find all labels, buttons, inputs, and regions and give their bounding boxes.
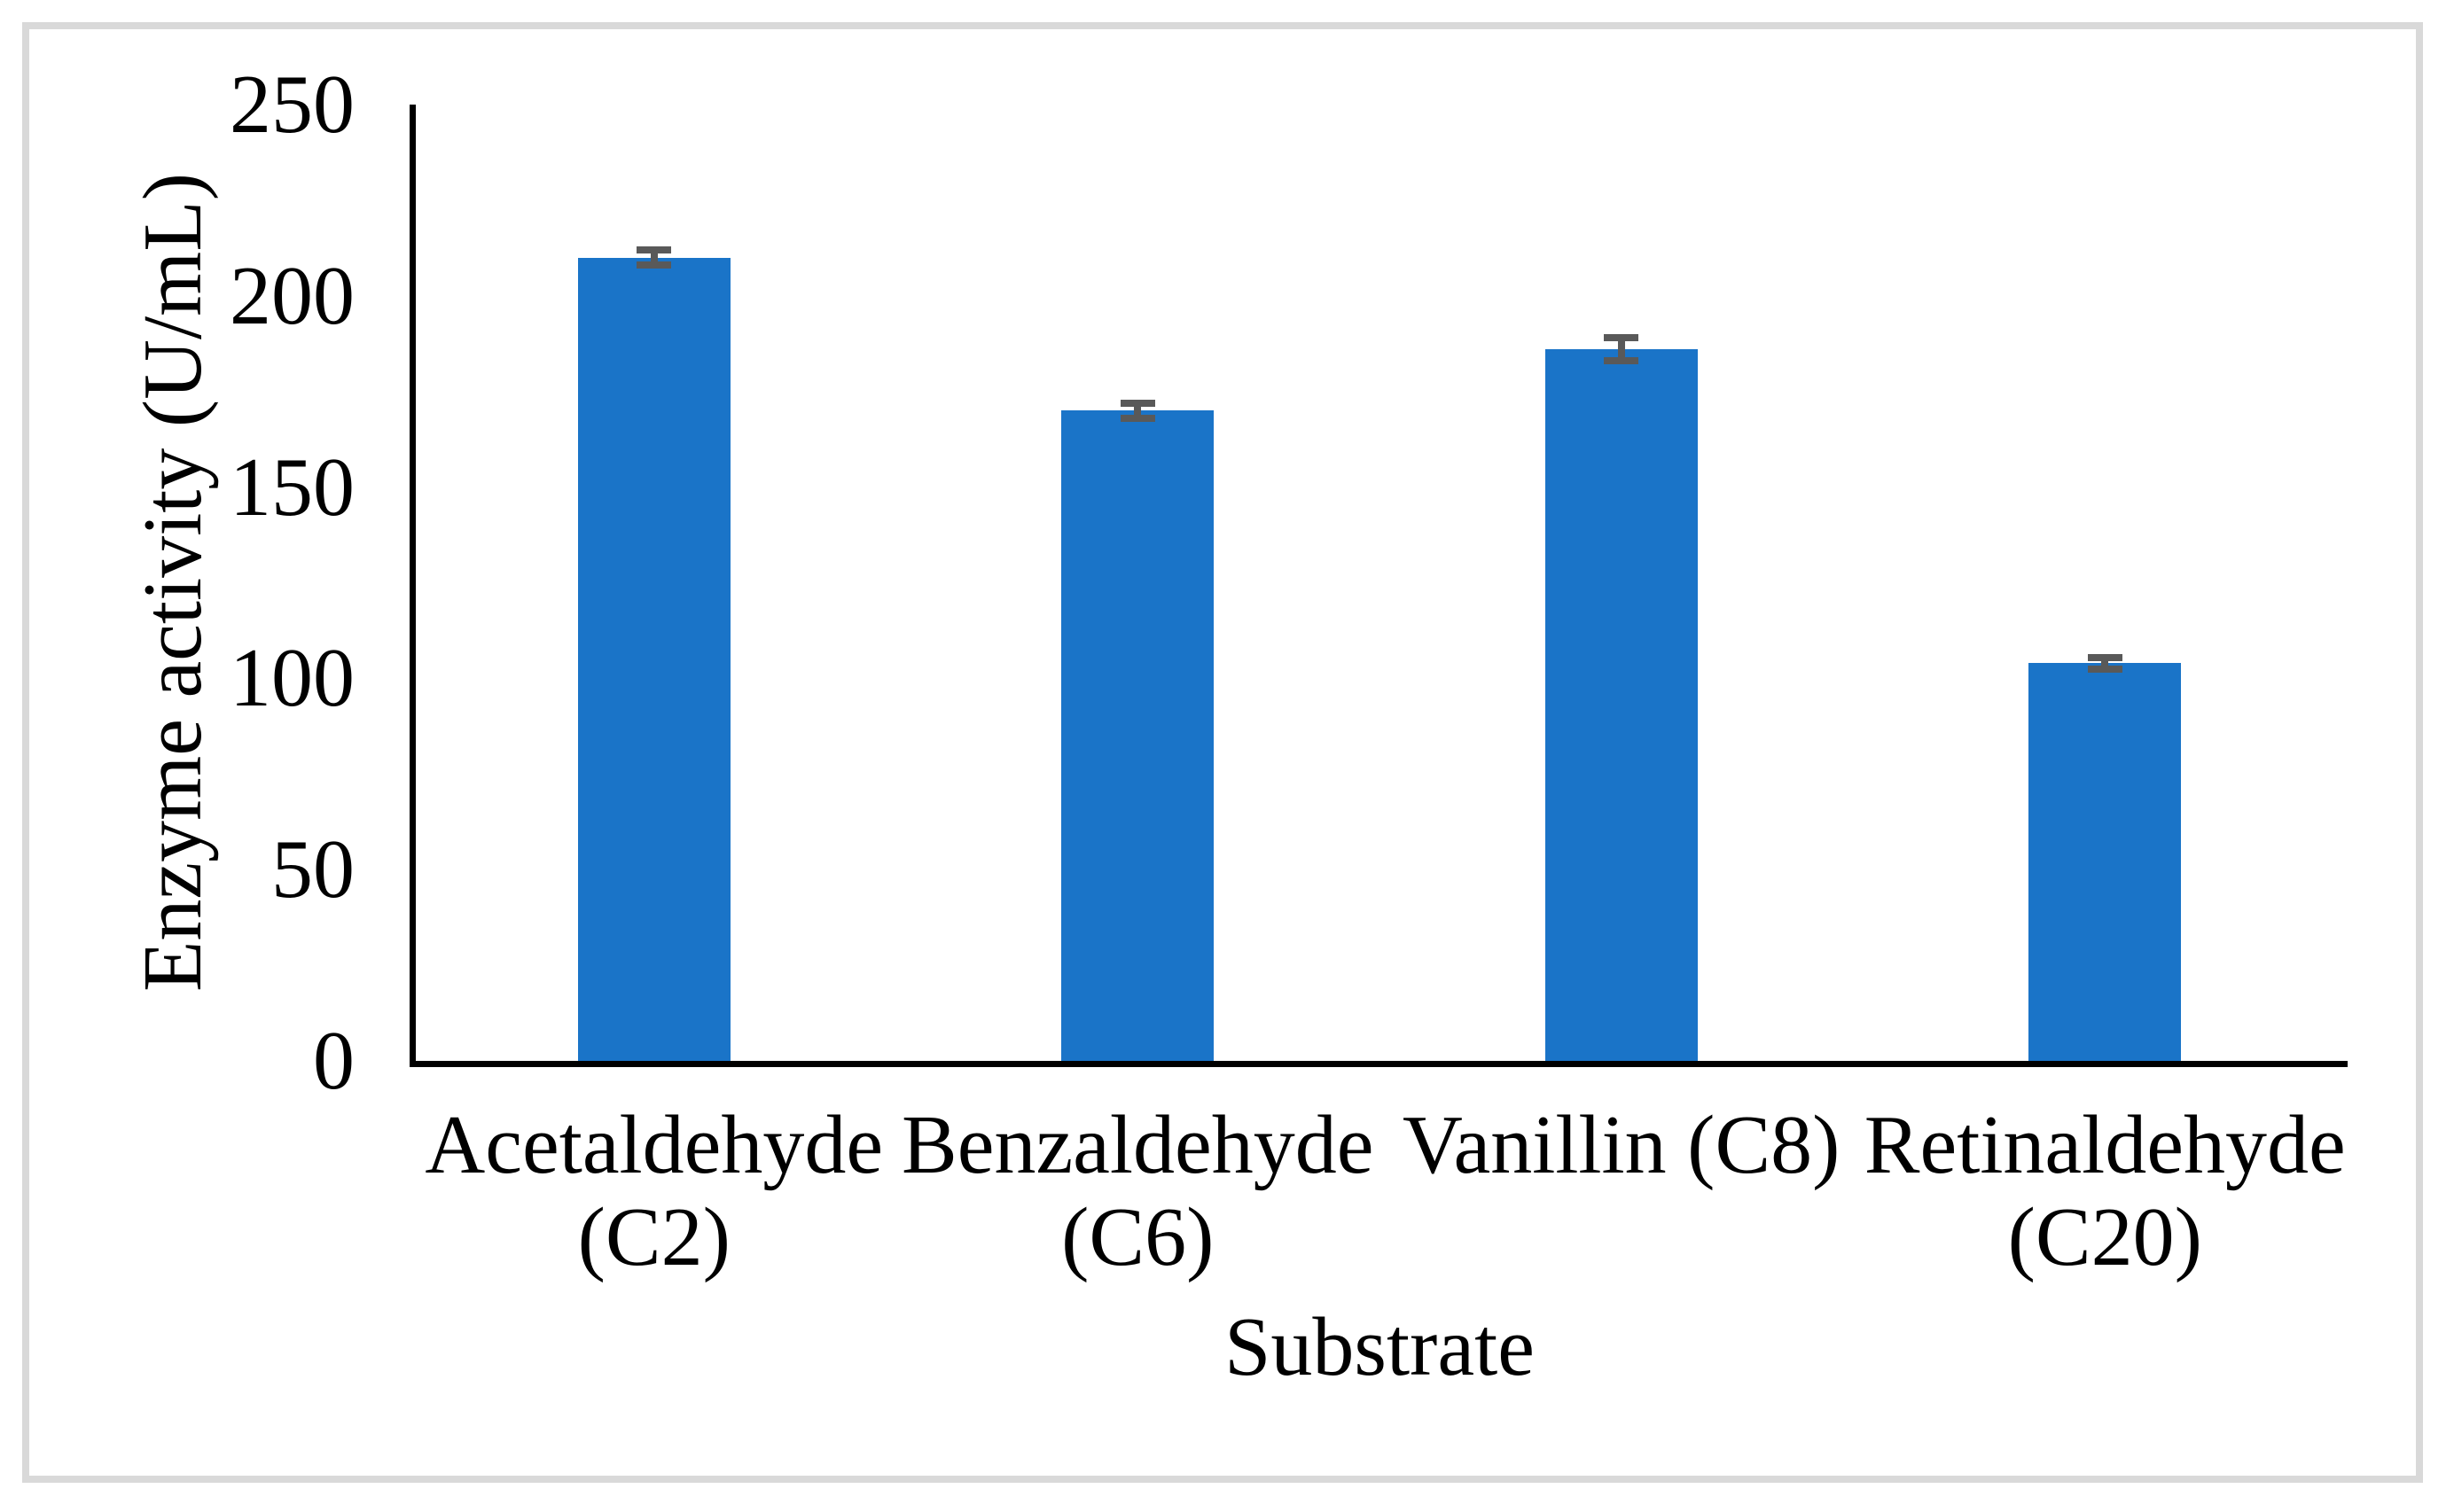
y-tick-label: 0 [313,1015,355,1107]
bar-4 [2028,663,2182,1061]
error-bar-line [1134,402,1142,418]
x-axis-line [410,1061,2348,1067]
x-category-label: Acetaldehyde (C2) [425,1099,884,1283]
y-tick-label: 200 [230,249,355,342]
error-bar-cap [2087,653,2122,661]
error-bar-cap [2087,665,2122,673]
error-bar-cap [1604,334,1639,342]
y-tick-label: 100 [230,632,355,725]
x-category-label: Vanillin (C8) [1403,1099,1840,1191]
bar-3 [1544,349,1698,1061]
y-tick-label: 50 [271,823,355,916]
figure-border [22,22,2423,1483]
bar-2 [1061,410,1215,1061]
error-bar-cap [1120,399,1155,407]
x-axis-title: Substrate [1224,1301,1535,1393]
error-bar-line [1617,338,1625,362]
x-category-label: Retinaldehyde (C20) [1864,1099,2346,1283]
y-tick-label: 250 [230,58,355,151]
error-bar-cap [637,246,672,253]
bar-1 [577,257,731,1061]
error-bar-cap [1604,357,1639,365]
error-bar-cap [1120,414,1155,422]
x-category-label: Benzaldehyde (C6) [902,1099,1374,1283]
y-tick-label: 150 [230,440,355,534]
y-axis-line [410,105,416,1067]
error-bar-line [2101,657,2109,669]
error-bar-line [650,250,658,266]
error-bar-cap [637,261,672,269]
y-axis-title: Enzyme activity (U/mL) [127,172,219,993]
